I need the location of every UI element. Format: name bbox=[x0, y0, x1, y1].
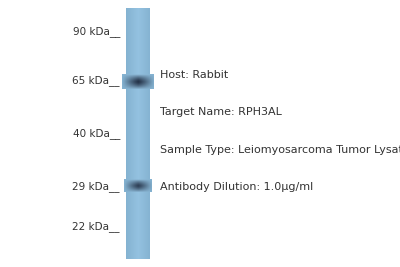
Text: 40 kDa__: 40 kDa__ bbox=[73, 128, 120, 139]
Text: 65 kDa__: 65 kDa__ bbox=[72, 75, 120, 85]
Text: 22 kDa__: 22 kDa__ bbox=[72, 222, 120, 232]
Text: Target Name: RPH3AL: Target Name: RPH3AL bbox=[160, 107, 282, 117]
Text: 90 kDa__: 90 kDa__ bbox=[73, 27, 120, 37]
Text: Antibody Dilution: 1.0µg/ml: Antibody Dilution: 1.0µg/ml bbox=[160, 182, 313, 192]
Text: 29 kDa__: 29 kDa__ bbox=[72, 182, 120, 192]
Text: Host: Rabbit: Host: Rabbit bbox=[160, 70, 228, 80]
Text: Sample Type: Leiomyosarcoma Tumor Lysate: Sample Type: Leiomyosarcoma Tumor Lysate bbox=[160, 144, 400, 155]
